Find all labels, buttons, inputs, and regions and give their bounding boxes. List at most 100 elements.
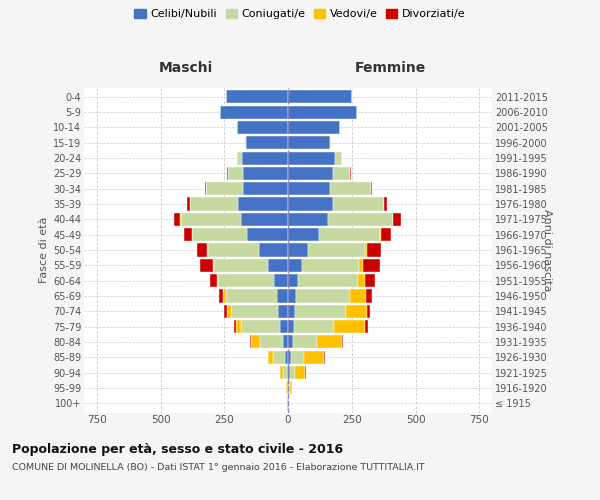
- Bar: [288, 351, 291, 364]
- Bar: [244, 182, 288, 195]
- Bar: [242, 152, 288, 164]
- Bar: [241, 320, 280, 333]
- Bar: [274, 274, 288, 287]
- Bar: [220, 106, 288, 118]
- Bar: [328, 213, 392, 226]
- Bar: [290, 366, 295, 379]
- Bar: [210, 274, 217, 287]
- Bar: [288, 182, 330, 195]
- Bar: [285, 351, 288, 364]
- Bar: [288, 136, 330, 149]
- Bar: [274, 351, 285, 364]
- Bar: [268, 351, 274, 364]
- Bar: [346, 305, 367, 318]
- Bar: [288, 290, 296, 302]
- Bar: [371, 182, 373, 195]
- Bar: [237, 152, 242, 164]
- Bar: [381, 228, 391, 241]
- Bar: [219, 290, 223, 302]
- Bar: [213, 259, 214, 272]
- Text: Maschi: Maschi: [159, 61, 213, 75]
- Bar: [278, 305, 288, 318]
- Bar: [288, 152, 335, 164]
- Bar: [223, 290, 226, 302]
- Bar: [295, 366, 305, 379]
- Bar: [228, 167, 244, 180]
- Bar: [184, 228, 191, 241]
- Bar: [288, 259, 302, 272]
- Bar: [238, 198, 288, 210]
- Bar: [288, 305, 295, 318]
- Bar: [241, 213, 288, 226]
- Bar: [277, 290, 288, 302]
- Bar: [217, 274, 218, 287]
- Bar: [288, 382, 289, 394]
- Bar: [332, 167, 350, 180]
- Bar: [296, 290, 350, 302]
- Bar: [214, 259, 268, 272]
- Bar: [319, 228, 380, 241]
- Bar: [218, 274, 274, 287]
- Bar: [288, 366, 290, 379]
- Bar: [174, 213, 181, 226]
- Bar: [224, 305, 227, 318]
- Bar: [206, 182, 244, 195]
- Text: Femmine: Femmine: [355, 61, 425, 75]
- Y-axis label: Fasce di età: Fasce di età: [38, 217, 49, 283]
- Bar: [288, 90, 352, 103]
- Bar: [288, 167, 332, 180]
- Bar: [335, 152, 341, 164]
- Bar: [330, 182, 371, 195]
- Bar: [268, 259, 288, 272]
- Bar: [207, 244, 208, 256]
- Bar: [230, 305, 278, 318]
- Bar: [350, 167, 351, 180]
- Bar: [287, 366, 288, 379]
- Bar: [226, 90, 288, 103]
- Bar: [298, 274, 358, 287]
- Bar: [236, 320, 241, 333]
- Bar: [193, 228, 247, 241]
- Bar: [244, 167, 288, 180]
- Bar: [250, 336, 251, 348]
- Bar: [283, 336, 288, 348]
- Bar: [259, 244, 288, 256]
- Bar: [235, 320, 236, 333]
- Bar: [288, 274, 298, 287]
- Bar: [291, 351, 304, 364]
- Bar: [332, 198, 383, 210]
- Bar: [288, 228, 319, 241]
- Bar: [330, 136, 331, 149]
- Bar: [283, 366, 287, 379]
- Bar: [205, 182, 206, 195]
- Bar: [245, 136, 246, 149]
- Y-axis label: Anni di nascita: Anni di nascita: [542, 208, 552, 291]
- Bar: [363, 259, 380, 272]
- Bar: [227, 167, 228, 180]
- Bar: [280, 320, 288, 333]
- Bar: [365, 244, 367, 256]
- Bar: [365, 320, 368, 333]
- Bar: [367, 305, 370, 318]
- Bar: [367, 244, 380, 256]
- Bar: [288, 244, 308, 256]
- Bar: [334, 320, 365, 333]
- Bar: [246, 136, 288, 149]
- Bar: [190, 198, 238, 210]
- Bar: [358, 274, 365, 287]
- Bar: [304, 351, 324, 364]
- Text: COMUNE DI MOLINELLA (BO) - Dati ISTAT 1° gennaio 2016 - Elaborazione TUTTITALIA.: COMUNE DI MOLINELLA (BO) - Dati ISTAT 1°…: [12, 462, 425, 471]
- Bar: [288, 121, 340, 134]
- Bar: [317, 336, 343, 348]
- Bar: [288, 320, 293, 333]
- Bar: [394, 213, 401, 226]
- Bar: [295, 305, 346, 318]
- Bar: [366, 290, 372, 302]
- Bar: [290, 382, 292, 394]
- Bar: [187, 198, 190, 210]
- Bar: [237, 121, 288, 134]
- Bar: [208, 244, 259, 256]
- Bar: [247, 228, 288, 241]
- Bar: [293, 320, 334, 333]
- Bar: [302, 259, 359, 272]
